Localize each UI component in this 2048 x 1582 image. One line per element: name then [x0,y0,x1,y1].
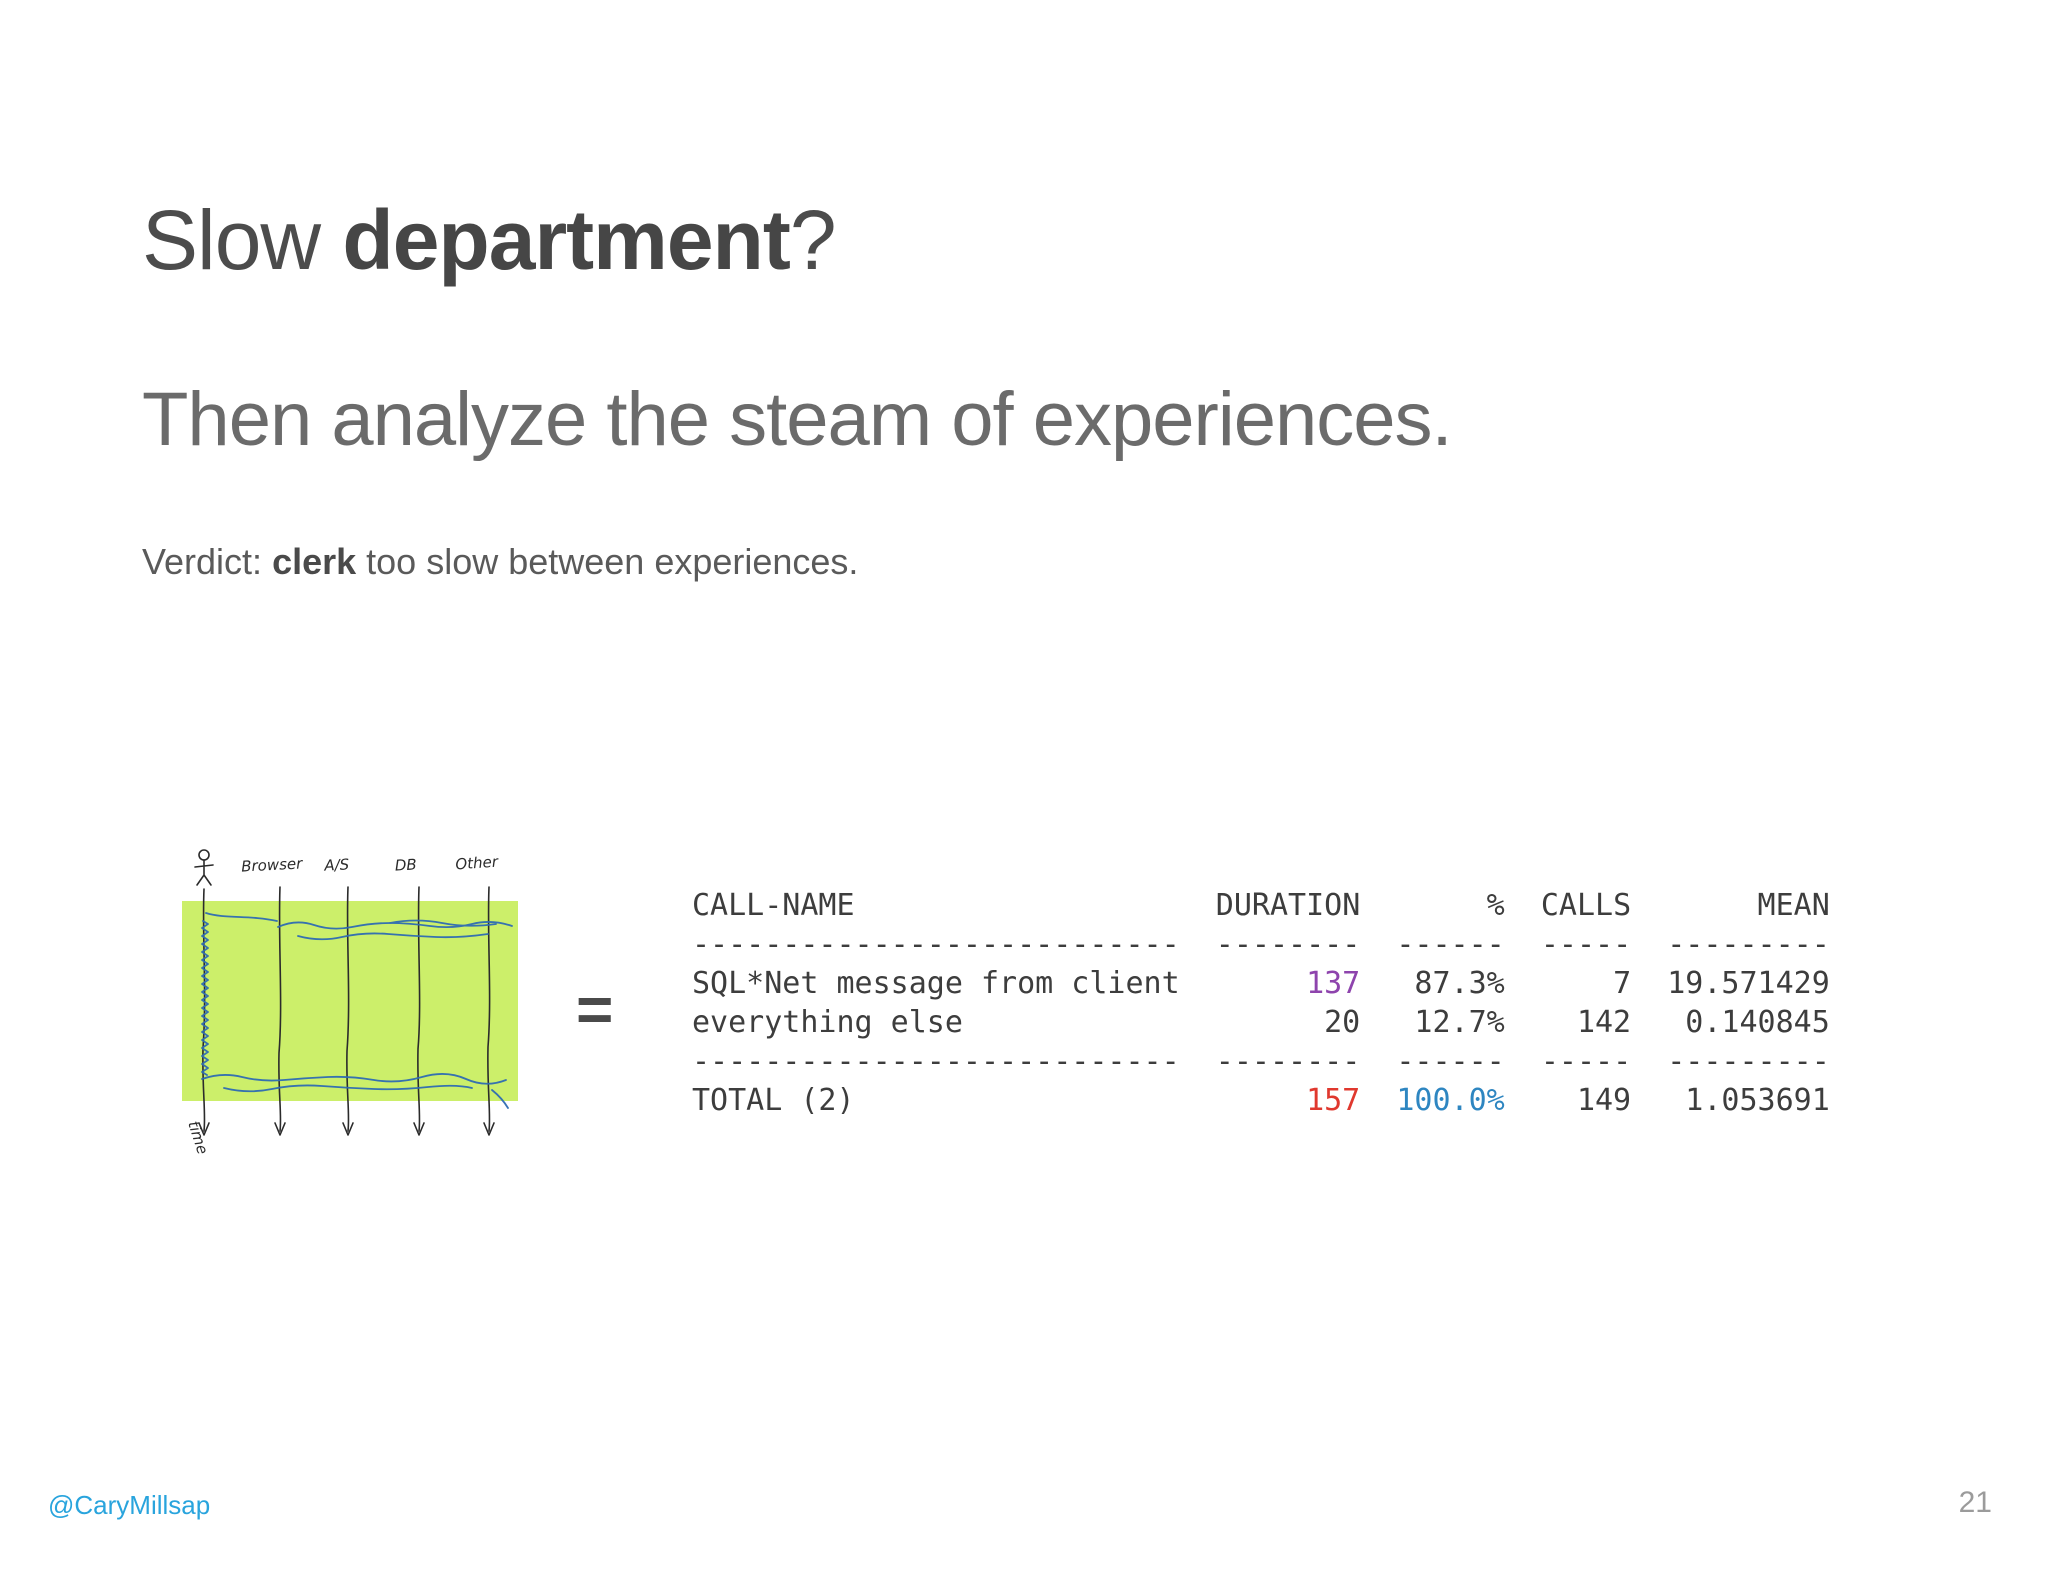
profile-table: CALL-NAME DURATION % CALLS MEAN --------… [692,886,1830,1120]
col-header-call-name: CALL-NAME [692,888,855,923]
separator-dashes: --------- [1667,927,1830,962]
cell-duration: 20 [1324,1005,1361,1040]
col-header-pct: % [1486,888,1505,923]
verdict-suffix: too slow between experiences. [356,541,859,582]
experience-sketch: Browser A/S DB Other time [182,849,518,1156]
col-header-duration: DURATION [1215,888,1361,923]
equals-sign: = [576,973,614,1045]
verdict-text: Verdict: clerk too slow between experien… [142,540,858,583]
arrow-down-icons [198,1122,495,1136]
cell-mean: 19.571429 [1667,966,1830,1001]
separator-dashes: -------- [1215,927,1361,962]
cell-total-label: TOTAL (2) [692,1083,855,1118]
separator-dashes: --------- [1667,1044,1830,1079]
cell-total-calls: 149 [1576,1083,1632,1118]
cell-calls: 142 [1576,1005,1632,1040]
separator-dashes: --------------------------- [692,927,1180,962]
table-separator: --------------------------- -------- ---… [692,925,1830,964]
cell-total-pct: 100.0% [1396,1083,1505,1118]
page-number: 21 [1958,1486,1992,1519]
table-separator: --------------------------- -------- ---… [692,1042,1830,1081]
title-prefix: Slow [142,193,343,287]
page-title: Slow department? [142,198,837,282]
sketch-label-other: Other [455,852,500,873]
separator-dashes: ------ [1396,1044,1505,1079]
cell-duration: 137 [1306,966,1361,1001]
cell-call-name: SQL*Net message from client [692,966,1180,1001]
col-header-mean: MEAN [1757,888,1830,923]
table-row: SQL*Net message from client 137 87.3% 7 … [692,964,1830,1003]
separator-dashes: ----- [1540,1044,1632,1079]
cell-pct: 87.3% [1414,966,1505,1001]
sketch-label-browser: Browser [241,854,304,875]
sketch-label-db: DB [394,855,417,874]
verdict-bold-word: clerk [272,541,357,582]
sketch-label-as: A/S [323,855,350,874]
separator-dashes: -------- [1215,1044,1361,1079]
table-total-row: TOTAL (2) 157 100.0% 149 1.053691 [692,1081,1830,1120]
separator-dashes: ------ [1396,927,1505,962]
subtitle: Then analyze the steam of experiences. [142,377,1453,462]
separator-dashes: ----- [1540,927,1632,962]
person-icon [194,849,214,886]
title-bold-word: department [342,193,790,287]
separator-dashes: --------------------------- [692,1044,1180,1079]
cell-total-mean: 1.053691 [1685,1083,1830,1118]
pen-scribbles [201,912,513,1109]
cell-pct: 12.7% [1414,1005,1505,1040]
highlight-region [182,901,518,1101]
cell-call-name: everything else [692,1005,963,1040]
cell-mean: 0.140845 [1685,1005,1830,1040]
col-header-calls: CALLS [1540,888,1632,923]
table-row: everything else 20 12.7% 142 0.140845 [692,1003,1830,1042]
verdict-prefix: Verdict: [142,541,273,582]
table-header-row: CALL-NAME DURATION % CALLS MEAN [692,886,1830,925]
title-suffix: ? [789,193,837,287]
cell-calls: 7 [1613,966,1632,1001]
twitter-handle: @CaryMillsap [48,1490,211,1520]
timeline-lines [202,886,491,1132]
cell-total-duration: 157 [1306,1083,1361,1118]
